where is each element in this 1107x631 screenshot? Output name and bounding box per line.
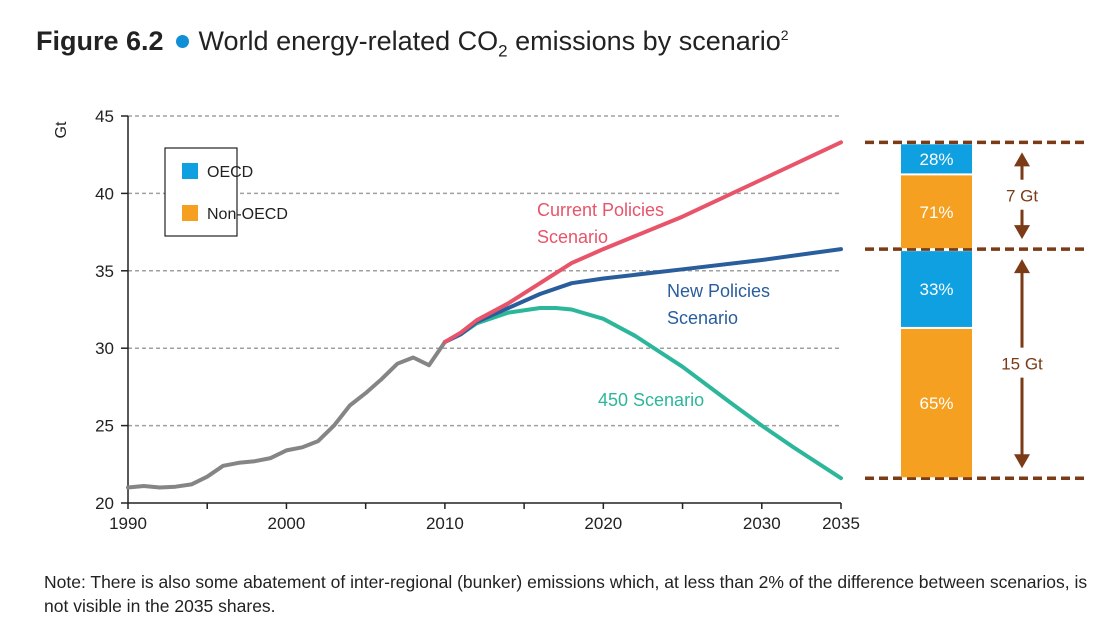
bar-segment-oecd xyxy=(901,144,972,174)
bar-segment-non-oecd xyxy=(901,328,972,478)
bar-share-label: 71% xyxy=(919,203,953,222)
y-tick-label: 45 xyxy=(95,107,114,126)
figure-title: Figure 6.2 World energy-related CO2 emiss… xyxy=(36,26,789,61)
x-tick-label: 2020 xyxy=(584,514,622,533)
bar-segment-non-oecd xyxy=(901,175,972,249)
x-tick-label: 2000 xyxy=(268,514,306,533)
title-text: World energy-related CO xyxy=(198,26,499,56)
series-line-historical xyxy=(126,340,447,490)
bar-share-label: 33% xyxy=(919,280,953,299)
arrow-up-icon xyxy=(1014,152,1030,167)
s450-label: 450 Scenario xyxy=(598,390,704,410)
figure-label: Figure 6.2 xyxy=(36,26,164,56)
bullet-icon xyxy=(175,34,189,48)
bar-share-label: 28% xyxy=(919,150,953,169)
bar-segment-oecd xyxy=(901,251,972,327)
arrow-down-icon xyxy=(1014,454,1030,469)
figure-note: Note: There is also some abatement of in… xyxy=(44,572,1088,616)
y-tick-label: 25 xyxy=(95,417,114,436)
y-tick-label: 40 xyxy=(95,184,114,203)
title-footnote: 2 xyxy=(780,27,789,43)
x-tick-label: 2035 xyxy=(822,514,860,533)
cps-label-line1: Current Policies xyxy=(537,200,664,220)
series-line-new-policies-scenario xyxy=(442,247,843,344)
y-axis-label: Gt xyxy=(53,121,70,138)
legend-label-oecd: OECD xyxy=(207,164,253,181)
x-tick-label: 1990 xyxy=(109,514,147,533)
x-tick-label: 2030 xyxy=(743,514,781,533)
y-tick-label: 20 xyxy=(95,494,114,513)
title-text-2: emissions by scenario xyxy=(507,26,781,56)
title-subscript: 2 xyxy=(498,41,508,61)
legend-label-non-oecd: Non-OECD xyxy=(207,206,288,223)
legend-box xyxy=(164,147,238,237)
x-tick-label: 2010 xyxy=(426,514,464,533)
bar-share-label: 65% xyxy=(919,394,953,413)
y-tick-label: 30 xyxy=(95,339,114,358)
nps-label-line2: Scenario xyxy=(667,308,738,328)
y-tick-label: 35 xyxy=(95,262,114,281)
legend-swatch-oecd xyxy=(182,163,198,179)
gap-label: 7 Gt xyxy=(1006,187,1038,206)
legend-swatch-non-oecd xyxy=(182,205,198,221)
arrow-up-icon xyxy=(1014,259,1030,274)
cps-label-line2: Scenario xyxy=(537,227,608,247)
nps-label-line1: New Policies xyxy=(667,281,770,301)
series-line-current-policies-scenario xyxy=(442,140,843,344)
gap-label: 15 Gt xyxy=(1001,355,1043,374)
arrow-down-icon xyxy=(1014,225,1030,240)
